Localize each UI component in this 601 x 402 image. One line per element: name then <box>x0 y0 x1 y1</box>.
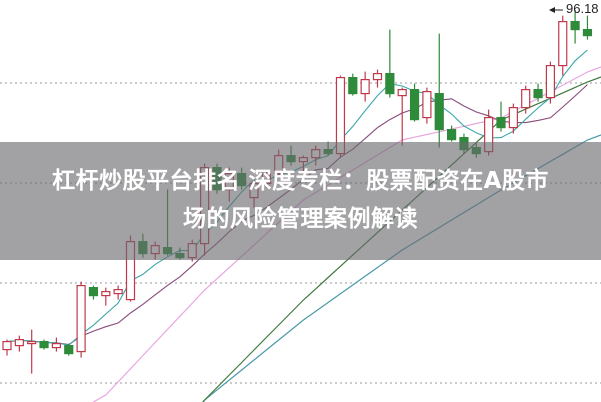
candle-up <box>422 90 432 119</box>
candle-down <box>496 116 506 129</box>
candle-up <box>397 88 407 97</box>
candle-down <box>409 88 420 121</box>
candle-down <box>533 88 543 99</box>
candle-down <box>88 287 99 297</box>
candle-up <box>508 106 518 129</box>
candle-up <box>101 291 111 297</box>
candle-down <box>570 21 580 31</box>
headline-line-2: 场的风险管理案例解读 <box>183 206 418 232</box>
candle-up <box>27 341 37 345</box>
candle-down <box>434 92 444 131</box>
headline: 杠杆炒股平台排名 深度专栏：股票配资在A股市 场的风险管理案例解读 <box>0 162 601 238</box>
candle-down <box>447 129 457 141</box>
candle-up <box>113 289 123 295</box>
candle-up <box>372 72 383 81</box>
candle-up <box>76 285 86 353</box>
candle-up <box>558 21 568 67</box>
candle-up <box>2 341 12 351</box>
candle-up <box>360 78 370 95</box>
candle-down <box>39 341 49 349</box>
candle-up <box>51 343 62 349</box>
candle-up <box>14 339 24 347</box>
candle-down <box>348 76 358 95</box>
headline-overlay <box>0 142 601 260</box>
candle-up <box>545 64 556 99</box>
headline-line-1: 杠杆炒股平台排名 深度专栏：股票配资在A股市 <box>52 168 549 194</box>
candle-down <box>64 345 74 355</box>
candle-down <box>385 72 395 95</box>
max-price-label: 96.18 <box>566 1 599 16</box>
candle-down <box>582 29 593 37</box>
max-price-arrow-icon <box>549 7 555 13</box>
candle-up <box>521 88 531 109</box>
